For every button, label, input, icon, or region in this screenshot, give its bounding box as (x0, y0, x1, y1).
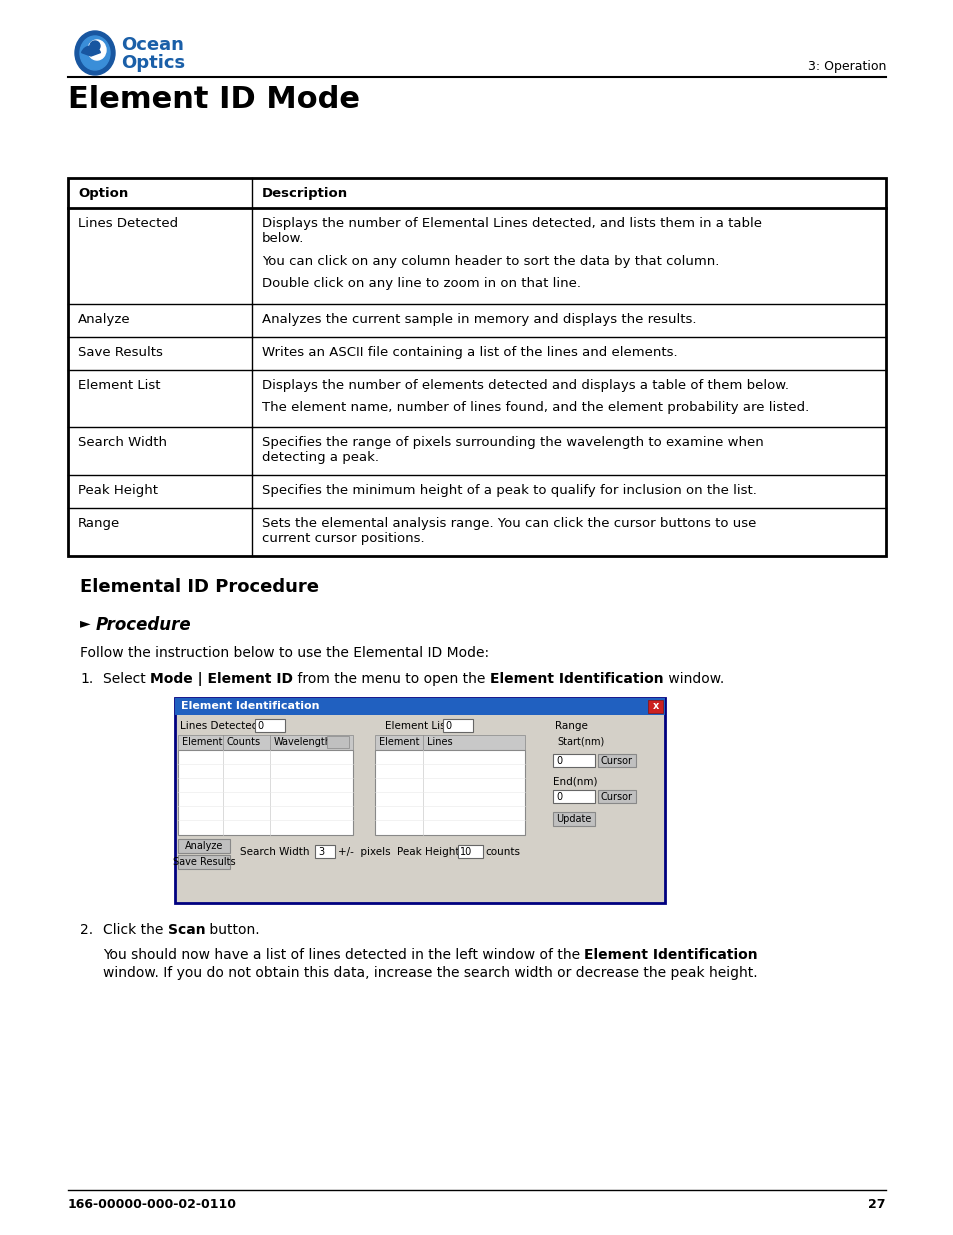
Text: 166-00000-000-02-0110: 166-00000-000-02-0110 (68, 1198, 236, 1212)
Text: Counts: Counts (227, 737, 261, 747)
Text: You can click on any column header to sort the data by that column.: You can click on any column header to so… (262, 254, 719, 268)
Text: Displays the number of Elemental Lines detected, and lists them in a table: Displays the number of Elemental Lines d… (262, 217, 761, 230)
Bar (598, 755, 636, 767)
Text: Double click on any line to zoom in on that line.: Double click on any line to zoom in on t… (262, 277, 580, 290)
Text: Lines Detected: Lines Detected (78, 217, 178, 230)
Ellipse shape (88, 40, 106, 61)
Text: Range: Range (555, 721, 587, 731)
Text: Select: Select (103, 672, 150, 685)
Bar (178, 750, 353, 835)
Wedge shape (82, 46, 100, 56)
Bar (178, 735, 353, 750)
Bar (254, 719, 285, 732)
Text: 0: 0 (444, 721, 451, 731)
Bar (553, 790, 595, 803)
Text: x: x (652, 701, 658, 711)
Text: Range: Range (78, 517, 120, 530)
Text: below.: below. (262, 232, 304, 245)
Text: Elemental ID Procedure: Elemental ID Procedure (80, 578, 318, 597)
Text: The element name, number of lines found, and the element probability are listed.: The element name, number of lines found,… (262, 401, 808, 415)
Text: 27: 27 (867, 1198, 885, 1212)
Text: Element Identification: Element Identification (584, 948, 758, 962)
Bar (174, 698, 664, 715)
Text: You should now have a list of lines detected in the left window of the: You should now have a list of lines dete… (103, 948, 584, 962)
Text: Peak Height: Peak Height (396, 847, 459, 857)
Bar (553, 755, 595, 767)
Bar (647, 700, 662, 713)
Text: Analyze: Analyze (185, 841, 223, 851)
Text: Element ID Mode: Element ID Mode (68, 85, 359, 114)
Circle shape (90, 41, 100, 51)
Text: +/-  pixels: +/- pixels (337, 847, 390, 857)
Text: Scan: Scan (168, 923, 205, 937)
Text: Analyzes the current sample in memory and displays the results.: Analyzes the current sample in memory an… (262, 312, 696, 326)
Text: Element List: Element List (78, 379, 160, 391)
Text: Element Identification: Element Identification (181, 701, 319, 711)
Bar (457, 845, 482, 858)
Text: Element: Element (378, 737, 419, 747)
Text: End(nm): End(nm) (553, 776, 597, 785)
Bar (68, 178, 885, 556)
Text: 10: 10 (459, 847, 472, 857)
Text: Mode | Element ID: Mode | Element ID (150, 672, 293, 685)
Text: Specifies the minimum height of a peak to qualify for inclusion on the list.: Specifies the minimum height of a peak t… (262, 484, 756, 496)
Bar (598, 790, 636, 803)
Bar (174, 698, 664, 903)
Text: Update: Update (556, 814, 591, 824)
Ellipse shape (75, 31, 115, 75)
Bar (375, 750, 524, 835)
Text: 2.: 2. (80, 923, 93, 937)
Text: Element: Element (182, 737, 222, 747)
Text: Cursor: Cursor (600, 792, 633, 802)
Bar (178, 855, 230, 869)
Text: window.: window. (662, 672, 723, 685)
Text: Ocean: Ocean (121, 36, 184, 54)
Text: 0: 0 (256, 721, 263, 731)
Text: Option: Option (78, 186, 128, 200)
Text: Specifies the range of pixels surrounding the wavelength to examine when: Specifies the range of pixels surroundin… (262, 436, 763, 450)
Text: button.: button. (205, 923, 260, 937)
Bar (375, 735, 524, 750)
Text: Analyze: Analyze (78, 312, 131, 326)
Text: Element Identification: Element Identification (489, 672, 662, 685)
Text: Sets the elemental analysis range. You can click the cursor buttons to use: Sets the elemental analysis range. You c… (262, 517, 756, 530)
Text: Save Results: Save Results (78, 346, 163, 359)
Text: counts: counts (484, 847, 519, 857)
Text: Procedure: Procedure (96, 616, 192, 634)
Text: 3: Operation: 3: Operation (807, 61, 885, 73)
Text: Wavelength: Wavelength (274, 737, 332, 747)
Text: Lines: Lines (427, 737, 452, 747)
Bar (327, 736, 349, 748)
Text: Optics: Optics (121, 54, 185, 72)
Bar (553, 811, 595, 826)
Text: Description: Description (262, 186, 348, 200)
Text: ►: ► (80, 616, 91, 630)
Text: from the menu to open the: from the menu to open the (293, 672, 489, 685)
Bar (314, 845, 335, 858)
Bar (178, 839, 230, 853)
Text: Peak Height: Peak Height (78, 484, 158, 496)
Text: Follow the instruction below to use the Elemental ID Mode:: Follow the instruction below to use the … (80, 646, 489, 659)
Text: Click the: Click the (103, 923, 168, 937)
Text: Save Results: Save Results (172, 857, 235, 867)
Text: 0: 0 (556, 792, 561, 802)
Text: Displays the number of elements detected and displays a table of them below.: Displays the number of elements detected… (262, 379, 788, 391)
Text: 3: 3 (317, 847, 324, 857)
Text: Lines Detected: Lines Detected (180, 721, 258, 731)
Text: Element List: Element List (385, 721, 449, 731)
Text: Writes an ASCII file containing a list of the lines and elements.: Writes an ASCII file containing a list o… (262, 346, 677, 359)
Text: Cursor: Cursor (600, 756, 633, 766)
Text: 1.: 1. (80, 672, 93, 685)
Text: Search Width: Search Width (78, 436, 167, 450)
Text: 0: 0 (556, 756, 561, 766)
Text: Start(nm): Start(nm) (557, 737, 603, 747)
Text: current cursor positions.: current cursor positions. (262, 532, 424, 545)
Text: window. If you do not obtain this data, increase the search width or decrease th: window. If you do not obtain this data, … (103, 966, 757, 981)
Text: detecting a peak.: detecting a peak. (262, 451, 378, 464)
Ellipse shape (80, 36, 110, 70)
Text: Search Width: Search Width (240, 847, 309, 857)
Bar (442, 719, 473, 732)
